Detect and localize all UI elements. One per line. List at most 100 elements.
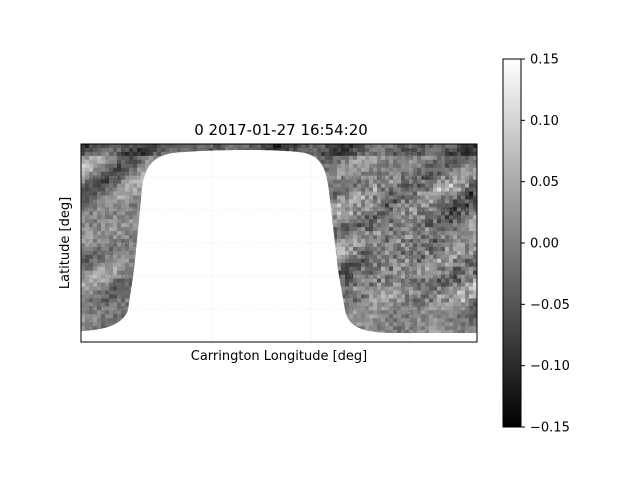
heatmap-cell <box>113 318 118 323</box>
heatmap-cell <box>381 235 386 240</box>
heatmap-cell <box>81 155 86 161</box>
heatmap-cell <box>101 144 106 149</box>
heatmap-cell <box>361 147 366 153</box>
heatmap-cell <box>361 298 366 303</box>
heatmap-cell <box>413 191 418 197</box>
heatmap-cell <box>337 191 342 197</box>
heatmap-cell <box>433 223 438 228</box>
heatmap-cell <box>125 163 130 169</box>
heatmap-cell <box>449 211 454 216</box>
heatmap-cell <box>401 183 406 189</box>
heatmap-cell <box>281 144 286 149</box>
heatmap-cell <box>113 282 118 288</box>
heatmap-cell <box>137 155 142 161</box>
heatmap-cell <box>357 243 362 248</box>
heatmap-cell <box>393 211 398 216</box>
heatmap-cell <box>125 258 130 264</box>
heatmap-cell <box>353 183 358 189</box>
heatmap-cell <box>365 318 370 323</box>
heatmap-cell <box>385 250 390 256</box>
heatmap-cell <box>417 298 422 303</box>
colorbar-tick-label: 0.10 <box>530 114 559 129</box>
heatmap-cell <box>101 223 106 228</box>
heatmap-cell <box>365 314 370 319</box>
heatmap-cell <box>365 254 370 260</box>
heatmap-cell <box>369 183 374 189</box>
heatmap-cell <box>137 159 142 165</box>
heatmap-cell <box>377 294 382 300</box>
heatmap-cell <box>89 155 94 161</box>
heatmap-cell <box>85 306 90 311</box>
heatmap-cell <box>397 250 402 256</box>
heatmap-cell <box>81 278 86 284</box>
heatmap-cell <box>121 246 126 252</box>
heatmap-cell <box>109 187 114 193</box>
heatmap-cell <box>121 199 126 204</box>
heatmap-cell <box>325 147 330 153</box>
heatmap-cell <box>461 270 466 276</box>
heatmap-cell <box>93 270 98 276</box>
heatmap-cell <box>365 306 370 311</box>
heatmap-cell <box>405 227 410 232</box>
heatmap-cell <box>365 286 370 292</box>
heatmap-cell <box>385 278 390 284</box>
heatmap-cell <box>437 239 442 244</box>
heatmap-cell <box>113 183 118 189</box>
heatmap-cell <box>429 310 434 315</box>
heatmap-cell <box>453 199 458 204</box>
heatmap-cell <box>473 314 477 319</box>
heatmap-cell <box>453 318 458 323</box>
heatmap-cell <box>129 183 134 189</box>
heatmap-cell <box>413 215 418 220</box>
heatmap-cell <box>381 322 386 327</box>
heatmap-cell <box>137 144 142 149</box>
heatmap-cell <box>401 298 406 303</box>
heatmap-cell <box>205 147 210 153</box>
heatmap-cell <box>165 147 170 153</box>
heatmap-cell <box>81 274 86 280</box>
heatmap-cell <box>97 171 102 177</box>
heatmap-cell <box>129 191 134 197</box>
heatmap-cell <box>377 254 382 260</box>
heatmap-cell <box>109 179 114 185</box>
heatmap-cell <box>433 147 438 153</box>
heatmap-cell <box>453 183 458 189</box>
heatmap-cell <box>461 282 466 288</box>
heatmap-cell <box>405 215 410 220</box>
heatmap-cell <box>401 239 406 244</box>
heatmap-cell <box>345 147 350 153</box>
heatmap-cell <box>117 199 122 204</box>
heatmap-cell <box>317 151 322 157</box>
heatmap-cell <box>465 171 470 177</box>
heatmap-cell <box>97 278 102 284</box>
heatmap-cell <box>425 270 430 276</box>
heatmap-cell <box>357 144 362 149</box>
heatmap-cell <box>369 219 374 224</box>
heatmap-cell <box>113 243 118 248</box>
heatmap-cell <box>97 175 102 181</box>
heatmap-cell <box>93 326 98 331</box>
heatmap-cell <box>429 171 434 177</box>
heatmap-cell <box>461 298 466 303</box>
heatmap-cell <box>353 290 358 296</box>
heatmap-cell <box>357 215 362 220</box>
heatmap-cell <box>85 191 90 197</box>
heatmap-cell <box>349 266 354 272</box>
heatmap-cell <box>449 155 454 161</box>
heatmap-cell <box>469 266 474 272</box>
heatmap-cell <box>113 195 118 201</box>
heatmap-cell <box>417 199 422 204</box>
heatmap-cell <box>105 171 110 177</box>
heatmap-cell <box>433 227 438 232</box>
heatmap-cell <box>425 183 430 189</box>
heatmap-cell <box>437 231 442 236</box>
heatmap-cell <box>261 144 266 149</box>
heatmap-cell <box>397 330 402 335</box>
heatmap-cell <box>365 171 370 177</box>
heatmap-cell <box>353 203 358 208</box>
heatmap-cell <box>109 310 114 315</box>
heatmap-cell <box>97 250 102 256</box>
heatmap-cell <box>437 318 442 323</box>
heatmap-cell <box>345 199 350 204</box>
heatmap-cell <box>449 215 454 220</box>
